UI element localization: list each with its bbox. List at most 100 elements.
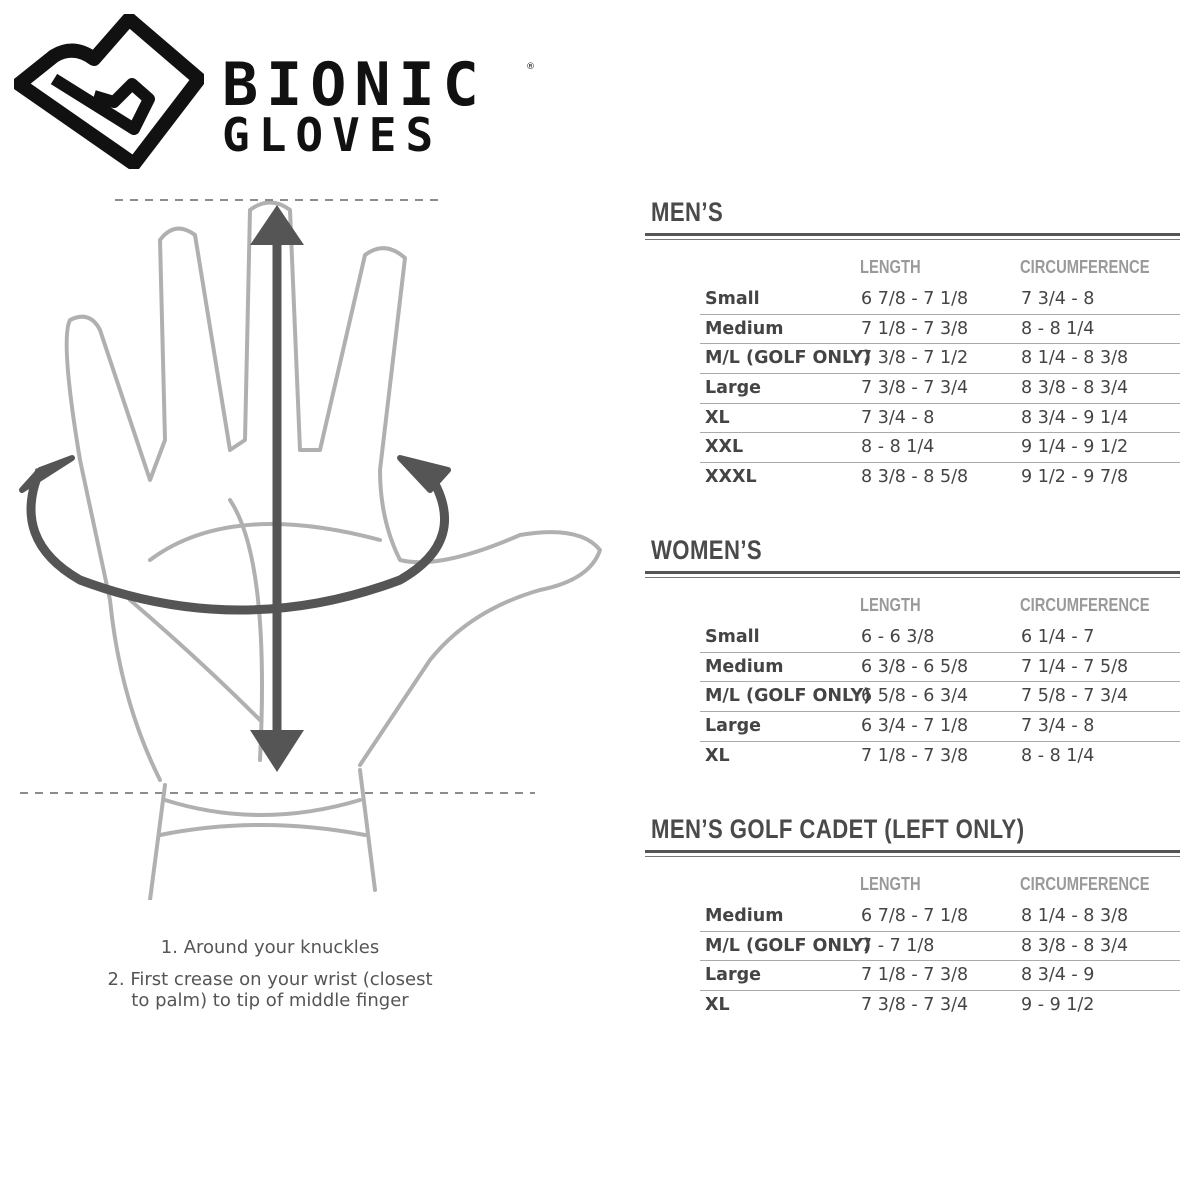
table-row: M/L (GOLF ONLY) 7 3/8 - 7 1/2 8 1/4 - 8 … [700,344,1180,375]
column-header-length: LENGTH [860,595,921,615]
table-row: XL 7 3/4 - 8 8 3/4 - 9 1/4 [700,404,1180,434]
circumference-value: 6 1/4 - 7 [1021,627,1095,647]
title-rule [645,850,1180,853]
table-row: Medium 6 7/8 - 7 1/8 8 1/4 - 8 3/8 [700,902,1180,932]
size-name: Small [705,289,760,309]
table-row: Medium 7 1/8 - 7 3/8 8 - 8 1/4 [700,315,1180,345]
length-value: 7 3/4 - 8 [861,407,935,428]
length-value: 6 7/8 - 7 1/8 [861,906,969,926]
size-name: Large [705,378,761,399]
circumference-value: 7 5/8 - 7 3/4 [1021,686,1129,707]
size-label: XL [705,408,730,428]
length-value: 7 - 7 1/8 [861,935,935,956]
size-name: XL [705,407,730,428]
size-name: Medium [705,656,784,677]
instruction-step-2: 2. First crease on your wrist (closest t… [107,969,433,1011]
section-title: MEN’S [651,197,724,227]
size-name: XL [705,745,730,766]
size-label: XL [705,995,730,1015]
size-table: Small 6 7/8 - 7 1/8 7 3/4 - 8 Medium 7 1… [700,285,1180,493]
column-header-length: LENGTH [860,874,921,894]
hand-outline-icon [64,200,602,900]
circumference-value: 9 1/4 - 9 1/2 [1021,437,1129,458]
length-value: 8 3/8 - 8 5/8 [861,467,969,488]
length-value: 7 1/8 - 7 3/8 [861,745,969,766]
length-value: 6 - 6 3/8 [861,627,935,647]
size-label: Small [705,289,760,309]
size-label: XXXL [705,467,757,487]
size-name: Large [705,965,761,986]
size-label: Medium [705,319,784,339]
table-row: Small 6 - 6 3/8 6 1/4 - 7 [700,623,1180,653]
size-note: GOLF ONLY) [754,348,872,369]
table-row: M/L (GOLF ONLY) 7 - 7 1/8 8 3/8 - 8 3/4 [700,932,1180,962]
circumference-value: 8 1/4 - 8 3/8 [1021,348,1129,369]
size-label: M/L (GOLF ONLY) [705,936,871,956]
length-value: 7 3/8 - 7 3/4 [861,995,969,1016]
hand-diagram [19,199,602,900]
size-name: XXL [705,437,744,458]
size-name: M/L ( [705,686,755,707]
table-row: Small 6 7/8 - 7 1/8 7 3/4 - 8 [700,285,1180,315]
title-rule [645,233,1180,236]
column-header-circumference: CIRCUMFERENCE [1020,257,1150,277]
circumference-value: 8 3/8 - 8 3/4 [1021,935,1129,956]
section-title: MEN’S GOLF CADET (LEFT ONLY) [651,814,1025,844]
size-label: M/L (GOLF ONLY) [705,686,871,706]
size-name: Medium [705,318,784,339]
size-note: GOLF ONLY) [754,935,872,956]
circumference-value: 8 3/8 - 8 3/4 [1021,378,1129,399]
arrow-up-icon [250,205,304,245]
column-header-length: LENGTH [860,257,921,277]
size-note: GOLF ONLY) [754,686,872,707]
size-label: Medium [705,906,784,926]
circumference-value: 8 - 8 1/4 [1021,745,1095,766]
length-value: 8 - 8 1/4 [861,437,935,458]
table-row: Large 7 1/8 - 7 3/8 8 3/4 - 9 [700,961,1180,992]
size-name: XL [705,995,730,1016]
circumference-value: 9 - 9 1/2 [1021,995,1095,1016]
brand-name: BIONIC [222,50,487,120]
length-value: 7 1/8 - 7 3/8 [861,965,969,986]
table-row: Medium 6 3/8 - 6 5/8 7 1/4 - 7 5/8 [700,653,1180,683]
length-value: 7 1/8 - 7 3/8 [861,318,969,339]
size-name: M/L ( [705,935,755,956]
length-value: 6 3/8 - 6 5/8 [861,656,969,677]
size-label: Large [705,378,761,398]
arrowhead-left-icon [19,455,75,493]
size-name: M/L ( [705,348,755,369]
size-label: M/L (GOLF ONLY) [705,348,871,368]
length-value: 7 3/8 - 7 1/2 [861,348,969,369]
instruction-step-1: 1. Around your knuckles [160,937,380,958]
table-row: Large 7 3/8 - 7 3/4 8 3/8 - 8 3/4 [700,374,1180,404]
arrow-down-icon [250,730,304,772]
size-name: Large [705,716,761,737]
circumference-value: 8 1/4 - 8 3/8 [1021,906,1129,926]
table-row: XL 7 3/8 - 7 3/4 9 - 9 1/2 [700,991,1180,1021]
circumference-value: 9 1/2 - 9 7/8 [1021,467,1129,488]
section-title: WOMEN’S [651,535,763,565]
length-value: 6 3/4 - 7 1/8 [861,716,969,737]
circumference-value: 8 - 8 1/4 [1021,318,1095,339]
table-row: M/L (GOLF ONLY) 6 5/8 - 6 3/4 7 5/8 - 7 … [700,682,1180,713]
column-header-circumference: CIRCUMFERENCE [1020,874,1150,894]
title-rule [645,571,1180,574]
size-table: Small 6 - 6 3/8 6 1/4 - 7 Medium 6 3/8 -… [700,623,1180,771]
circumference-value: 8 3/4 - 9 [1021,965,1095,986]
circumference-arrow-icon [26,468,449,615]
size-name: Small [705,627,760,647]
size-label: XL [705,746,730,766]
length-value: 7 3/8 - 7 3/4 [861,378,969,399]
size-table: Medium 6 7/8 - 7 1/8 8 1/4 - 8 3/8 M/L (… [700,902,1180,1021]
circumference-value: 7 3/4 - 8 [1021,289,1095,309]
circumference-value: 8 3/4 - 9 1/4 [1021,407,1129,428]
table-row: XXL 8 - 8 1/4 9 1/4 - 9 1/2 [700,433,1180,464]
size-label: Large [705,716,761,736]
size-label: Medium [705,657,784,677]
size-label: XXL [705,437,743,457]
column-header-circumference: CIRCUMFERENCE [1020,595,1150,615]
bionic-logo-icon [14,14,204,169]
table-row: Large 6 3/4 - 7 1/8 7 3/4 - 8 [700,712,1180,742]
circumference-value: 7 1/4 - 7 5/8 [1021,656,1129,677]
